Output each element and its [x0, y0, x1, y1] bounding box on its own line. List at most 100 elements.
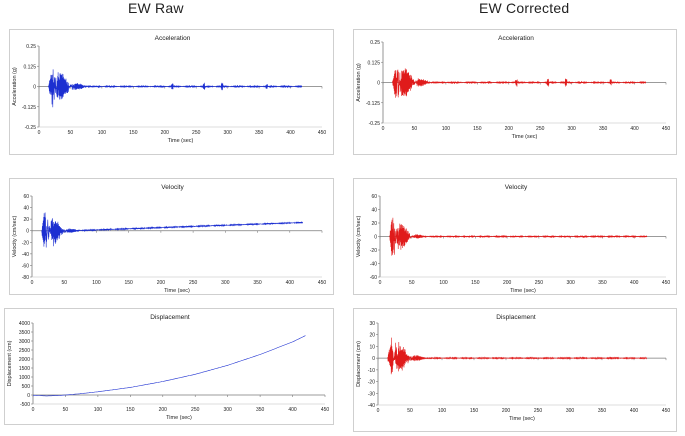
panel-corrected-acceleration: Acceleration -0.25 -0.125 0 0.125 0.25 0 50 100 1…: [353, 29, 677, 155]
y-tick-label: 0: [27, 393, 30, 399]
chart-corrected-velocity: Velocity -60 -40 -20 0 20 40 60 0 50 100 150 200 250 3…: [356, 184, 671, 294]
x-tick-label: 50: [68, 130, 74, 136]
x-tick-label: 400: [286, 130, 295, 136]
chart-raw-acceleration: Acceleration -0.25 -0.125 0 0.125 0.25 0 50 100 1…: [12, 35, 326, 144]
panel-raw-displacement: Displacement -500 0 500 1000 1500 2000 2500 3000…: [4, 308, 334, 425]
y-tick-label: 500: [22, 384, 31, 390]
x-tick-label: 300: [566, 280, 575, 286]
y-tick-label: 0: [33, 85, 36, 91]
series-line: [48, 69, 303, 108]
y-axis-label: Displacement (cm): [356, 341, 362, 387]
x-tick-label: 250: [536, 126, 545, 132]
x-tick-label: 50: [61, 280, 67, 286]
x-tick-label: 400: [288, 407, 297, 413]
x-tick-label: 100: [438, 408, 447, 414]
x-tick-label: 250: [534, 408, 543, 414]
x-tick-label: 200: [161, 130, 170, 136]
x-tick-label: 400: [286, 280, 295, 286]
y-axis-label: Displacement (cm): [7, 340, 13, 386]
x-tick-label: 300: [566, 408, 575, 414]
x-tick-label: 450: [321, 407, 330, 413]
chart-raw-displacement: Displacement-500050010001500200025003000…: [7, 314, 330, 421]
x-tick-label: 50: [412, 126, 418, 132]
x-tick-label: 350: [598, 408, 607, 414]
x-tick-label: 100: [98, 130, 107, 136]
x-tick-label: 200: [505, 126, 514, 132]
x-tick-label: 150: [471, 280, 480, 286]
x-tick-label: 350: [255, 130, 264, 136]
series-line: [32, 335, 306, 397]
x-tick-label: 150: [129, 130, 138, 136]
y-tick-label: 3000: [19, 339, 30, 345]
x-tick-label: 400: [630, 408, 639, 414]
series-line: [387, 337, 648, 375]
x-axis-label: Time (sec): [512, 134, 538, 140]
x-tick-label: 200: [159, 407, 168, 413]
chart-title: Acceleration: [498, 35, 534, 42]
y-tick-label: -80: [22, 275, 29, 281]
y-tick-label: 10: [369, 344, 375, 350]
panel-raw-acceleration: Acceleration -0.25 -0.125 0 0.125 0.25 0 50 100 1…: [9, 29, 334, 155]
y-axis-label: Acceleration (g): [12, 67, 18, 106]
y-tick-label: -40: [368, 403, 375, 409]
y-tick-label: -20: [370, 248, 377, 254]
y-tick-label: 0.25: [370, 40, 380, 46]
x-tick-label: 200: [157, 280, 166, 286]
chart-title: Velocity: [505, 184, 528, 191]
x-tick-label: 0: [38, 130, 41, 136]
x-tick-label: 300: [221, 280, 230, 286]
x-tick-label: 450: [662, 408, 671, 414]
x-axis-label: Time (sec): [164, 288, 190, 294]
y-tick-label: -0.125: [22, 105, 36, 111]
header-ew-corrected: EW Corrected: [479, 0, 570, 16]
chart-corrected-acceleration: Acceleration -0.25 -0.125 0 0.125 0.25 0 50 100 1…: [356, 35, 670, 140]
panel-corrected-displacement: Displacement -40 -30 -20 -10 0 10 20 30 0 50 100 150…: [353, 308, 677, 432]
y-tick-label: 20: [23, 217, 29, 223]
x-tick-label: 50: [409, 280, 415, 286]
y-tick-label: 2500: [19, 348, 30, 354]
x-tick-label: 150: [473, 126, 482, 132]
panel-corrected-velocity: Velocity -60 -40 -20 0 20 40 60 0 50 100 150 200 250 3…: [353, 178, 677, 295]
x-tick-label: 50: [407, 408, 413, 414]
x-tick-label: 400: [630, 126, 639, 132]
y-tick-label: -10: [368, 368, 375, 374]
x-tick-label: 0: [382, 126, 385, 132]
y-tick-label: -0.125: [366, 101, 380, 107]
y-tick-label: 0.25: [26, 44, 36, 50]
x-tick-label: 0: [31, 280, 34, 286]
x-tick-label: 300: [223, 407, 232, 413]
x-tick-label: 450: [318, 280, 327, 286]
x-tick-label: 150: [470, 408, 479, 414]
y-tick-label: 20: [369, 333, 375, 339]
y-tick-label: -500: [20, 402, 30, 408]
y-tick-label: 30: [369, 321, 375, 327]
y-tick-label: 0.125: [367, 60, 380, 66]
x-tick-label: 350: [598, 280, 607, 286]
x-axis-label: Time (sec): [509, 416, 535, 422]
x-tick-label: 200: [502, 408, 511, 414]
x-tick-label: 300: [223, 130, 232, 136]
y-tick-label: 60: [23, 194, 29, 200]
y-tick-label: 1000: [19, 375, 30, 381]
x-tick-label: 100: [92, 280, 101, 286]
chart-title: Velocity: [161, 184, 184, 191]
x-tick-label: 100: [94, 407, 103, 413]
y-tick-label: -60: [22, 263, 29, 269]
y-tick-label: 0: [374, 235, 377, 241]
x-axis-label: Time (sec): [168, 138, 194, 144]
x-tick-label: 450: [662, 280, 671, 286]
series-line: [41, 212, 303, 248]
y-tick-label: -40: [22, 252, 29, 258]
y-tick-label: -20: [22, 240, 29, 246]
chart-title: Displacement: [496, 314, 536, 321]
x-tick-label: 250: [535, 280, 544, 286]
y-tick-label: 1500: [19, 366, 30, 372]
y-tick-label: -30: [368, 391, 375, 397]
y-tick-label: 40: [23, 206, 29, 212]
x-tick-label: 0: [377, 408, 380, 414]
y-tick-label: -60: [370, 275, 377, 281]
y-tick-label: -0.25: [25, 125, 37, 131]
x-tick-label: 350: [256, 407, 265, 413]
x-tick-label: 0: [32, 407, 35, 413]
y-tick-label: 0: [377, 81, 380, 87]
